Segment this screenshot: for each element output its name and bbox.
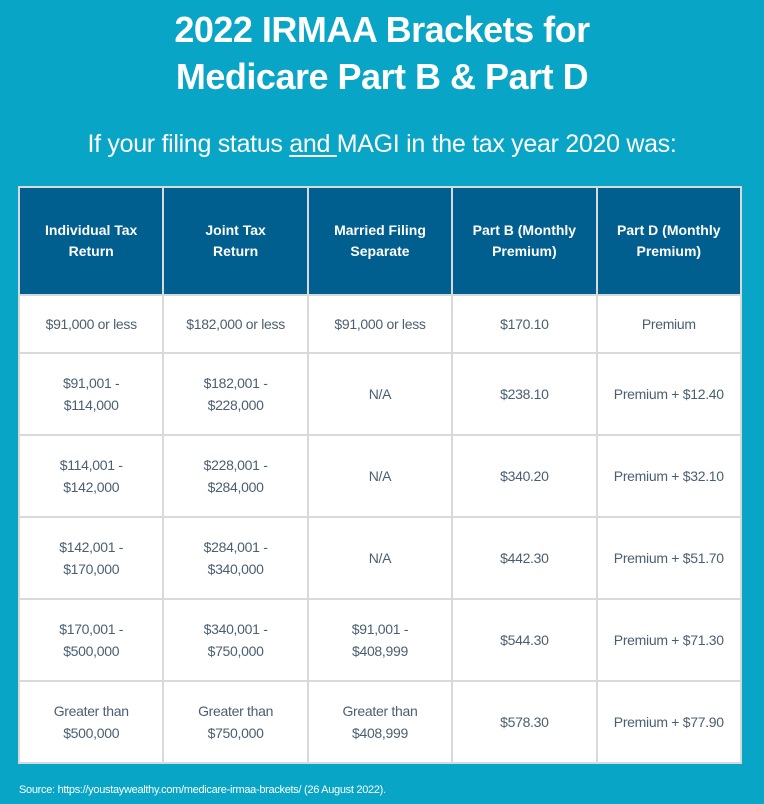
table-cell: N/A bbox=[306, 352, 454, 436]
table-cell: $544.30 bbox=[451, 598, 598, 682]
table-cell: Premium + $32.10 bbox=[595, 434, 743, 518]
table-cell: Premium bbox=[595, 294, 743, 354]
table-cell: $142,001 - $170,000 bbox=[17, 516, 165, 600]
table-row: $91,000 or less $182,000 or less $91,000 o… bbox=[17, 294, 743, 354]
table-cell: N/A bbox=[306, 516, 454, 600]
subtitle-before: If your filing status bbox=[87, 130, 290, 158]
table-cell: Premium + $77.90 bbox=[595, 680, 743, 764]
table-row: $142,001 - $170,000 $284,001 - $340,000 N/A $… bbox=[17, 516, 743, 600]
table-cell: $91,000 or less bbox=[306, 294, 454, 354]
table-row: Greater than $500,000 Greater than $750,000… bbox=[17, 680, 743, 764]
header-part-d: Part D (Monthly Premium) bbox=[595, 186, 743, 296]
header-joint: Joint Tax Return bbox=[162, 186, 309, 296]
table-cell: N/A bbox=[306, 434, 454, 518]
table-cell: $170,001 - $500,000 bbox=[17, 598, 165, 682]
table-cell: $91,000 or less bbox=[17, 294, 165, 354]
table-cell: Premium + $71.30 bbox=[595, 598, 743, 682]
table-cell: $170.10 bbox=[451, 294, 598, 354]
subtitle-underlined: and bbox=[289, 130, 337, 158]
header-part-b: Part B (Monthly Premium) bbox=[451, 186, 598, 296]
title-line-2: Medicare Part B & Part D bbox=[175, 56, 589, 97]
table-cell: $182,001 - $228,000 bbox=[162, 352, 309, 436]
table-cell: $91,001 - $408,999 bbox=[306, 598, 454, 682]
header-individual: Individual Tax Return bbox=[17, 186, 165, 296]
table-cell: Premium + $12.40 bbox=[595, 352, 743, 436]
table-row: $114,001 - $142,000 $228,001 - $284,000 N/A $… bbox=[17, 434, 743, 518]
table-header-row: Individual Tax Return Joint Tax Return Mar… bbox=[17, 186, 743, 296]
table-cell: $340,001 - $750,000 bbox=[162, 598, 309, 682]
title-line-1: 2022 IRMAA Brackets for bbox=[174, 9, 590, 50]
table-cell: Premium + $51.70 bbox=[595, 516, 743, 600]
table-cell: $340.20 bbox=[451, 434, 598, 518]
subtitle: If your filing status and MAGI in the ta… bbox=[0, 128, 764, 160]
table-cell: Greater than $750,000 bbox=[162, 680, 309, 764]
source-note: Source: https://youstaywealthy.com/medic… bbox=[19, 784, 386, 796]
table-cell: $114,001 - $142,000 bbox=[17, 434, 165, 518]
header-married-separate: Married Filing Separate bbox=[306, 186, 454, 296]
irmaa-table: Individual Tax Return Joint Tax Return Mar… bbox=[17, 186, 743, 764]
page-title: 2022 IRMAA Brackets for Medicare Part B … bbox=[0, 6, 764, 100]
table-cell: $182,000 or less bbox=[162, 294, 309, 354]
table-cell: $284,001 - $340,000 bbox=[162, 516, 309, 600]
table-cell: $238.10 bbox=[451, 352, 598, 436]
table-cell: Greater than $408,999 bbox=[306, 680, 454, 764]
table-cell: Greater than $500,000 bbox=[17, 680, 165, 764]
table-cell: $91,001 - $114,000 bbox=[17, 352, 165, 436]
table-row: $170,001 - $500,000 $340,001 - $750,000 $91,… bbox=[17, 598, 743, 682]
table-cell: $228,001 - $284,000 bbox=[162, 434, 309, 518]
table-row: $91,001 - $114,000 $182,001 - $228,000 N/A $2… bbox=[17, 352, 743, 436]
subtitle-after: MAGI in the tax year 2020 was: bbox=[336, 130, 677, 158]
table-cell: $442.30 bbox=[451, 516, 598, 600]
table-cell: $578.30 bbox=[451, 680, 598, 764]
